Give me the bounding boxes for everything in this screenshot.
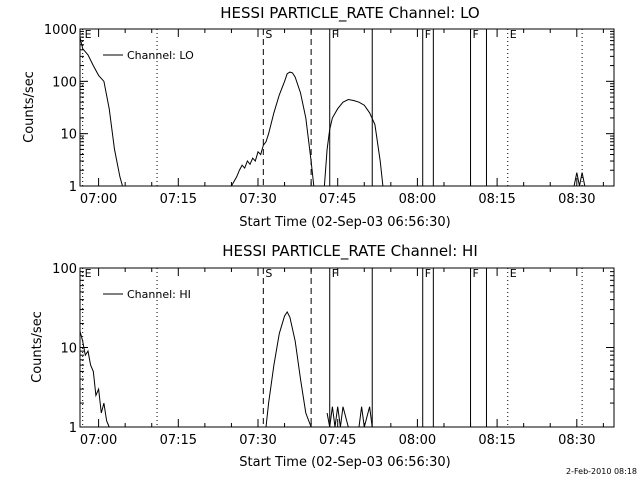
chart-channel-hi: HESSI PARTICLE_RATE Channel: HI Start Ti… bbox=[30, 242, 615, 470]
event-marker-label: E bbox=[510, 267, 517, 280]
x-tick-label: 08:30 bbox=[558, 192, 595, 207]
chart-channel-lo: HESSI PARTICLE_RATE Channel: LO Start Ti… bbox=[22, 4, 615, 230]
event-marker-label: E bbox=[85, 267, 92, 280]
event-marker-label: F bbox=[473, 267, 479, 280]
legend-label: Channel: LO bbox=[127, 49, 194, 62]
plot-frame bbox=[79, 28, 615, 187]
series-line bbox=[79, 36, 123, 187]
event-marker-label: E bbox=[510, 28, 517, 41]
x-tick-label: 07:15 bbox=[160, 192, 197, 207]
event-marker-label: F bbox=[332, 267, 338, 280]
series-line bbox=[573, 172, 588, 187]
x-tick-label: 07:00 bbox=[80, 192, 117, 207]
y-tick-label: 1 bbox=[69, 421, 77, 436]
y-tick-label: 100 bbox=[52, 75, 77, 90]
x-axis-label: Start Time (02-Sep-03 06:56:30) bbox=[239, 215, 450, 230]
x-tick-label: 08:00 bbox=[399, 433, 436, 448]
x-tick-label: 08:15 bbox=[478, 433, 515, 448]
x-tick-label: 08:00 bbox=[399, 192, 436, 207]
series-line bbox=[323, 98, 384, 187]
x-tick-label: 07:45 bbox=[319, 192, 356, 207]
series-line bbox=[79, 331, 110, 428]
x-tick-label: 07:15 bbox=[160, 433, 197, 448]
timestamp: 2-Feb-2010 08:18 bbox=[566, 467, 637, 476]
y-tick-label: 10 bbox=[60, 128, 77, 143]
y-tick-label: 10 bbox=[60, 342, 77, 357]
y-tick-label: 1000 bbox=[44, 23, 77, 38]
event-marker-label: E bbox=[85, 28, 92, 41]
x-tick-label: 07:30 bbox=[239, 192, 276, 207]
series-line bbox=[326, 406, 373, 428]
event-marker-label: F bbox=[425, 28, 431, 41]
y-tick-label: 1 bbox=[69, 180, 77, 195]
x-tick-label: 07:45 bbox=[319, 433, 356, 448]
event-marker-label: S bbox=[265, 267, 272, 280]
event-marker-label: F bbox=[425, 267, 431, 280]
x-axis-label: Start Time (02-Sep-03 06:56:30) bbox=[239, 455, 450, 470]
chart-title: HESSI PARTICLE_RATE Channel: HI bbox=[222, 242, 478, 261]
y-axis-label: Counts/sec bbox=[30, 311, 45, 383]
event-marker-label: S bbox=[265, 28, 272, 41]
event-marker-label: F bbox=[332, 28, 338, 41]
series-line bbox=[230, 71, 315, 187]
legend-label: Channel: HI bbox=[127, 288, 191, 301]
x-tick-label: 08:30 bbox=[558, 433, 595, 448]
x-tick-label: 07:00 bbox=[80, 433, 117, 448]
chart-title: HESSI PARTICLE_RATE Channel: LO bbox=[220, 4, 479, 23]
event-marker-label: F bbox=[473, 28, 479, 41]
x-tick-label: 07:30 bbox=[239, 433, 276, 448]
series-line bbox=[265, 311, 312, 428]
y-tick-label: 100 bbox=[52, 262, 77, 277]
x-tick-label: 08:15 bbox=[478, 192, 515, 207]
y-axis-label: Counts/sec bbox=[22, 71, 37, 143]
